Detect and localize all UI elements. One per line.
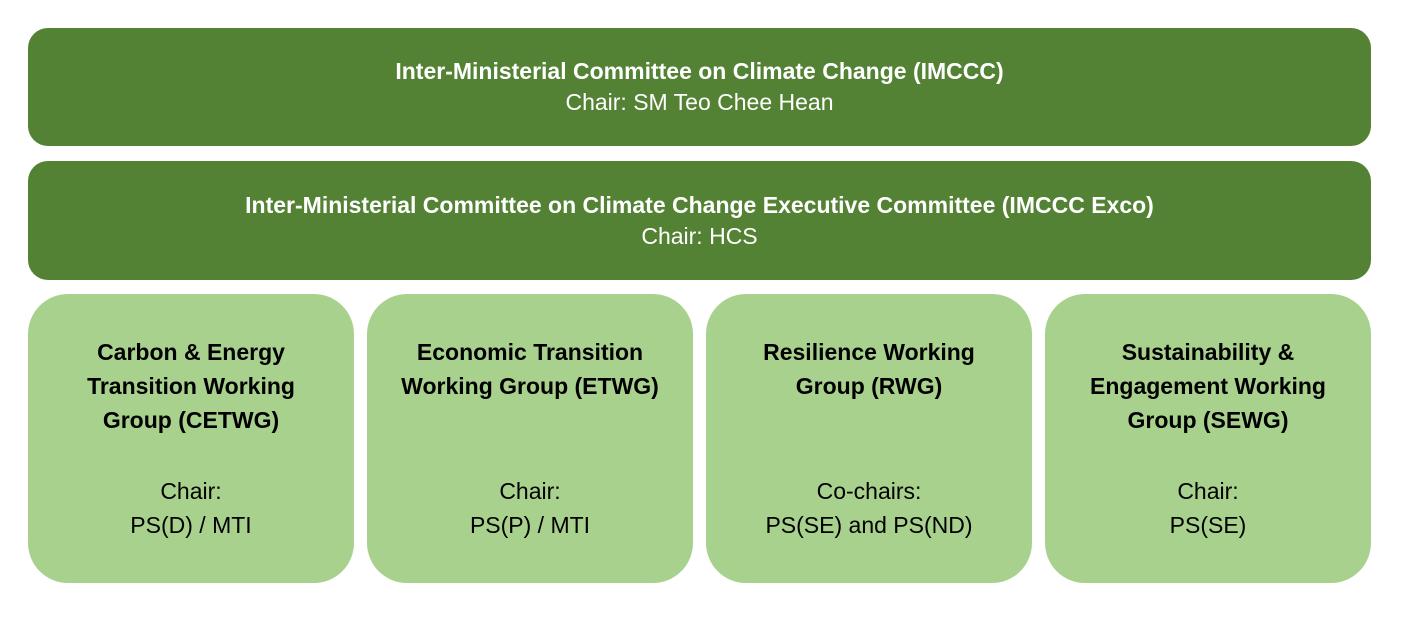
working-group-rwg: Resilience Working Group (RWG) Co-chairs… [706, 294, 1032, 583]
working-group-cetwg: Carbon & Energy Transition Working Group… [28, 294, 354, 583]
working-group-chair-label: Chair: [1177, 478, 1239, 504]
working-group-sewg: Sustainability & Engagement Working Grou… [1045, 294, 1371, 583]
exco-title: Inter-Ministerial Committee on Climate C… [245, 191, 1154, 218]
working-group-chair-value: PS(SE) and PS(ND) [765, 512, 973, 538]
working-group-name: Sustainability & Engagement Working Grou… [1090, 339, 1326, 433]
imccc-exco-box: Inter-Ministerial Committee on Climate C… [28, 161, 1371, 280]
imccc-chair: Chair: SM Teo Chee Hean [565, 89, 834, 115]
imccc-title: Inter-Ministerial Committee on Climate C… [395, 58, 1004, 84]
imccc-box: Inter-Ministerial Committee on Climate C… [28, 28, 1371, 146]
working-group-chair-value: PS(P) / MTI [469, 512, 591, 538]
working-group-name: Carbon & Energy Transition Working Group… [87, 339, 295, 433]
working-group-chair-label: Chair: [160, 478, 222, 504]
working-group-name: Resilience Working Group (RWG) [763, 339, 975, 399]
working-group-chair-label: Co-chairs: [816, 478, 922, 504]
working-group-chair-value: PS(D) / MTI [130, 512, 252, 538]
working-group-chair-label: Chair: [499, 478, 561, 504]
working-group-name: Economic Transition Working Group (ETWG) [401, 339, 659, 399]
working-group-etwg: Economic Transition Working Group (ETWG)… [367, 294, 693, 583]
working-groups-row: Carbon & Energy Transition Working Group… [28, 294, 1371, 583]
working-group-chair-value: PS(SE) [1169, 512, 1247, 538]
exco-chair: Chair: HCS [641, 222, 758, 249]
